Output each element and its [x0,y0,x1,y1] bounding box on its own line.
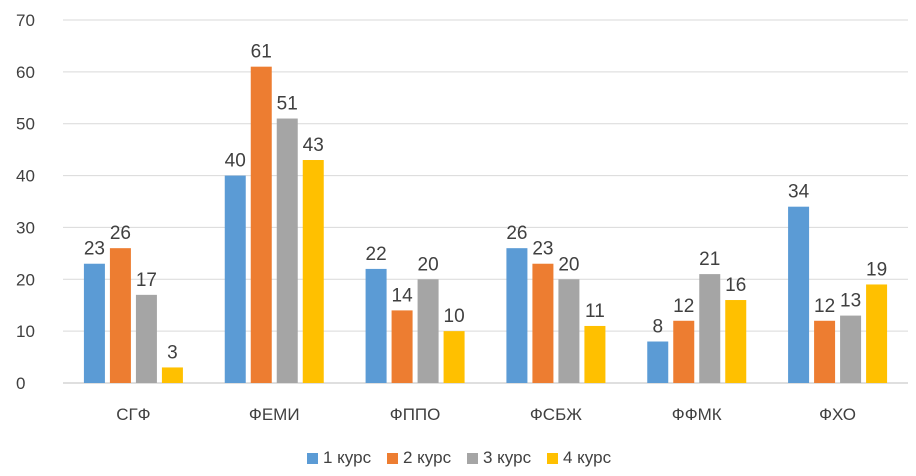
data-label: 26 [110,223,131,244]
bar-1-1 [83,263,105,383]
bar-3-6 [840,315,862,383]
legend: 1 курс 2 курс 3 курс 4 курс [307,448,612,467]
x-tick-label: ФППО [390,405,441,424]
bar-2-5 [673,320,695,383]
y-tick-label: 0 [16,374,25,393]
bars [83,66,888,384]
bar-2-4 [532,263,554,383]
legend-swatch [547,453,558,464]
bar-4-1 [161,367,183,383]
bar-1-6 [788,206,810,383]
data-label: 11 [585,301,605,322]
data-label: 13 [840,291,861,312]
data-label: 16 [725,275,746,296]
data-label: 12 [673,296,694,317]
data-label: 34 [788,182,810,203]
bar-2-1 [109,248,131,383]
bar-4-5 [725,300,747,383]
y-tick-label: 30 [16,218,35,237]
bar-4-6 [866,284,888,383]
bar-3-5 [699,274,721,383]
x-tick-label: ФСБЖ [530,405,582,424]
data-label: 61 [251,42,272,63]
bar-1-5 [647,341,669,383]
y-tick-label: 40 [16,167,35,186]
data-label: 20 [418,254,439,275]
legend-label: 3 курс [483,448,532,467]
legend-swatch [387,453,398,464]
data-label: 22 [366,244,387,265]
bar-1-2 [224,175,246,383]
x-tick-label: СГФ [116,405,150,424]
bar-3-1 [135,294,157,383]
bar-2-2 [250,66,272,384]
data-label: 21 [699,249,720,270]
data-label: 43 [303,135,324,156]
bar-2-6 [814,320,836,383]
x-tick-label: ФФМК [672,405,722,424]
data-label: 40 [225,151,246,172]
data-label: 23 [532,239,553,260]
y-tick-label: 60 [16,63,35,82]
data-label: 19 [866,259,887,280]
data-label: 20 [558,254,579,275]
y-tick-label: 20 [16,270,35,289]
data-label: 26 [506,223,527,244]
gridlines [63,19,908,384]
legend-swatch [467,453,478,464]
legend-label: 2 курс [403,448,452,467]
data-label: 3 [167,342,178,363]
bar-2-3 [391,310,413,383]
bar-1-3 [365,268,387,383]
legend-label: 4 курс [563,448,612,467]
x-tick-label: ФХО [819,405,856,424]
x-tick-label: ФЕМИ [249,405,300,424]
y-axis: 0 10 20 30 40 50 60 70 [16,11,35,393]
bar-3-3 [417,279,439,383]
legend-swatch [307,453,318,464]
data-label: 23 [84,239,105,260]
data-label: 17 [136,270,157,291]
x-axis: СГФ ФЕМИ ФППО ФСБЖ ФФМК ФХО [116,405,856,424]
data-label: 10 [444,306,465,327]
bar-3-4 [558,279,580,383]
bar-4-4 [584,325,606,383]
data-label: 12 [814,296,835,317]
legend-label: 1 курс [323,448,372,467]
data-labels: 2326173406151432214201026232011812211634… [84,42,887,364]
y-tick-label: 10 [16,322,35,341]
data-label: 8 [652,317,663,338]
bar-3-2 [276,118,298,384]
y-tick-label: 70 [16,11,35,30]
y-tick-label: 50 [16,115,35,134]
bar-4-2 [302,160,324,383]
data-label: 14 [392,285,414,306]
bar-4-3 [443,331,465,383]
bar-1-4 [506,248,528,383]
data-label: 51 [277,94,298,115]
